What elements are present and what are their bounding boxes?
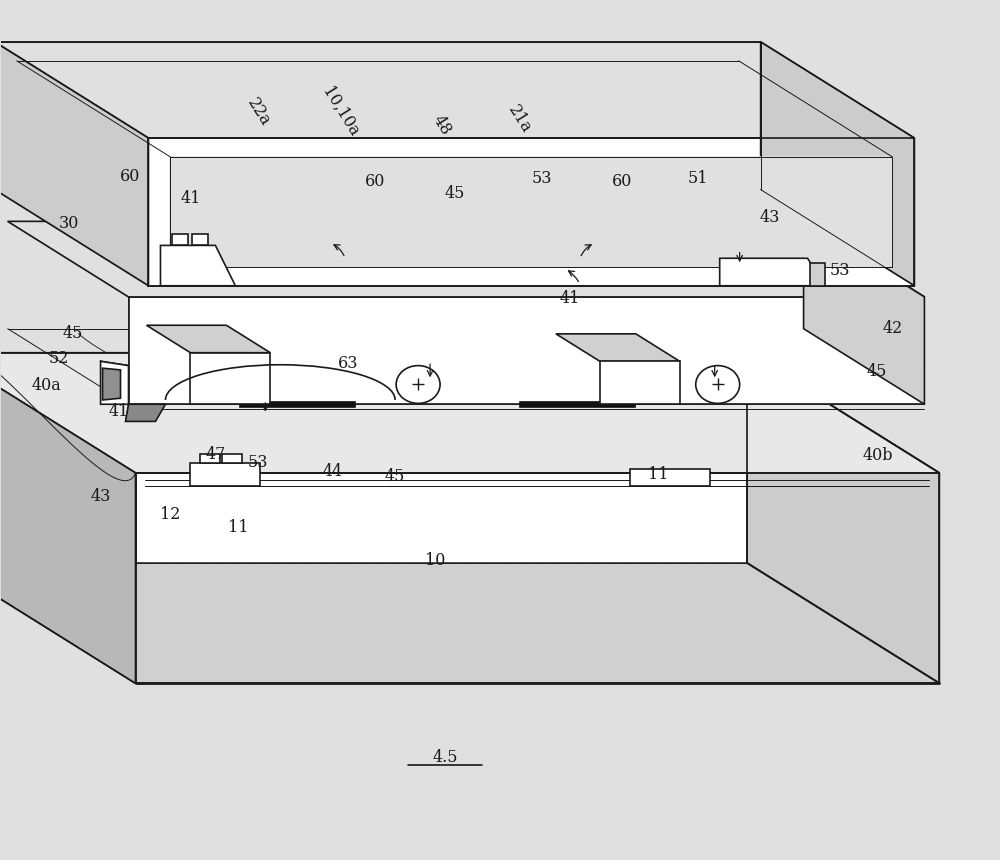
Text: 48: 48 [429, 112, 455, 138]
Text: 45: 45 [62, 325, 83, 342]
Polygon shape [0, 42, 148, 286]
Text: 53: 53 [248, 454, 269, 471]
Text: 42: 42 [882, 320, 903, 337]
Polygon shape [103, 368, 121, 400]
Polygon shape [747, 353, 939, 684]
Polygon shape [101, 361, 129, 404]
Polygon shape [160, 245, 235, 286]
Text: 60: 60 [612, 173, 632, 189]
Polygon shape [192, 234, 208, 245]
Text: 52: 52 [48, 350, 69, 367]
Polygon shape [720, 258, 825, 286]
Text: 11: 11 [228, 519, 249, 537]
Text: 47: 47 [205, 445, 226, 463]
Text: 45: 45 [866, 363, 887, 380]
Text: 40a: 40a [32, 377, 62, 394]
Polygon shape [600, 361, 680, 404]
Circle shape [696, 366, 740, 403]
Text: 22a: 22a [243, 95, 273, 130]
Text: 10: 10 [425, 552, 445, 569]
Polygon shape [761, 42, 914, 286]
Polygon shape [148, 138, 914, 286]
Text: 21a: 21a [505, 102, 535, 137]
Text: 41: 41 [560, 290, 580, 307]
Polygon shape [520, 402, 635, 407]
Text: 60: 60 [120, 169, 141, 185]
Text: 11: 11 [648, 466, 668, 483]
Polygon shape [170, 157, 892, 267]
Text: 41: 41 [108, 402, 129, 420]
Text: 51: 51 [687, 170, 708, 187]
Text: 4.5: 4.5 [432, 749, 458, 766]
Text: 63: 63 [338, 354, 358, 372]
Polygon shape [190, 353, 270, 404]
Text: 40b: 40b [862, 447, 893, 464]
Polygon shape [630, 469, 710, 486]
Polygon shape [804, 221, 924, 404]
Text: 10,10a: 10,10a [318, 84, 362, 140]
Polygon shape [0, 353, 136, 684]
Polygon shape [8, 221, 924, 297]
Polygon shape [129, 297, 924, 404]
Polygon shape [190, 463, 260, 486]
Polygon shape [0, 353, 939, 473]
Text: 44: 44 [322, 463, 342, 480]
Polygon shape [556, 334, 680, 361]
Text: 45: 45 [445, 186, 465, 202]
Text: 45: 45 [385, 468, 405, 485]
Polygon shape [136, 473, 939, 684]
Circle shape [396, 366, 440, 403]
Polygon shape [240, 402, 355, 407]
Text: 43: 43 [759, 209, 780, 225]
Polygon shape [200, 454, 220, 463]
Text: 53: 53 [532, 170, 552, 187]
Polygon shape [810, 262, 825, 286]
Text: 30: 30 [58, 216, 79, 232]
Polygon shape [0, 42, 914, 138]
Polygon shape [222, 454, 242, 463]
Text: 41: 41 [180, 190, 201, 206]
Polygon shape [0, 563, 939, 684]
Polygon shape [126, 404, 165, 421]
Text: 43: 43 [90, 488, 111, 506]
Text: 12: 12 [160, 506, 181, 523]
Polygon shape [172, 234, 188, 245]
Polygon shape [146, 325, 270, 353]
Text: 60: 60 [365, 173, 385, 189]
Polygon shape [0, 353, 136, 684]
Text: 53: 53 [829, 261, 850, 279]
